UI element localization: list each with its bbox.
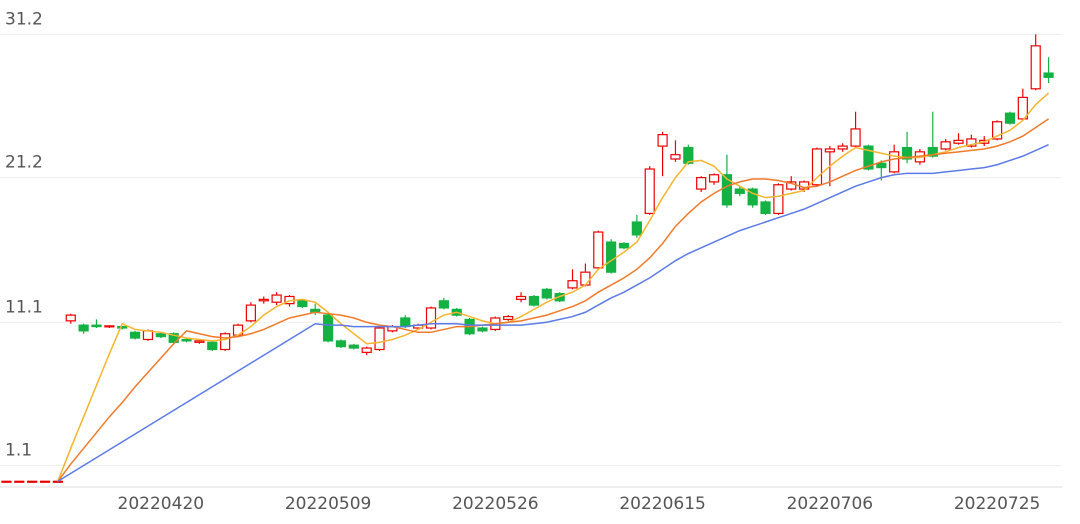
candle-body: [374, 327, 385, 351]
candle-body: [129, 331, 141, 339]
candle-body: [104, 325, 115, 328]
candle-body: [876, 162, 887, 169]
candle-body: [1017, 96, 1028, 120]
ma-line: [57, 92, 1050, 482]
candle-body: [567, 280, 578, 289]
candle-body: [528, 295, 540, 306]
candle-body: [142, 330, 154, 341]
candle-body: [953, 139, 964, 144]
candle-body: [181, 338, 192, 342]
candle-body: [438, 300, 449, 309]
candle-body: [503, 315, 514, 321]
candle-body: [708, 174, 720, 183]
y-tick-label: 31.2: [5, 9, 43, 29]
ma-line: [57, 118, 1049, 482]
candle-body: [580, 271, 591, 286]
candle-body: [400, 317, 411, 328]
candle-body: [657, 134, 668, 147]
x-tick-label: 20220725: [954, 494, 1041, 514]
candle-body: [850, 128, 861, 147]
candle-body: [78, 324, 89, 332]
candle-body: [901, 146, 913, 160]
candle-body: [271, 294, 282, 303]
candle-body: [734, 188, 745, 194]
ma-line: [57, 143, 1049, 482]
y-tick-label: 1.1: [5, 441, 32, 461]
candle-body: [117, 325, 128, 329]
candle-body: [194, 340, 205, 343]
candle-body: [1043, 72, 1054, 78]
candle-body: [477, 327, 488, 332]
candle-body: [155, 333, 166, 338]
candle-body: [811, 148, 823, 186]
candle-body: [515, 295, 527, 300]
candle-body: [297, 300, 308, 308]
candle-body: [258, 298, 269, 302]
candle-body: [245, 304, 256, 322]
candle-body: [824, 148, 835, 153]
candle-body: [773, 184, 784, 215]
candle-body: [863, 145, 874, 170]
candle-body: [606, 241, 617, 273]
candle-body: [425, 307, 437, 329]
candle-body: [207, 341, 218, 351]
candle-body: [91, 324, 102, 328]
candle-body: [541, 288, 552, 299]
candle-body: [348, 344, 359, 349]
candle-body: [27, 480, 38, 483]
y-tick-label: 11.1: [5, 297, 43, 317]
candle-body: [631, 221, 642, 236]
candle-body: [168, 333, 179, 343]
candle-body: [593, 231, 604, 269]
candle-body: [1030, 45, 1041, 90]
candle-body: [644, 168, 655, 215]
candle-body: [670, 154, 681, 160]
y-tick-label: 21.2: [5, 153, 43, 173]
candle-body: [940, 141, 951, 150]
candle-body: [837, 145, 848, 150]
candle-body: [220, 333, 231, 351]
x-tick-label: 20220526: [452, 494, 539, 514]
candle-body: [361, 347, 372, 353]
candle-body: [760, 201, 771, 215]
x-tick-label: 20220706: [787, 494, 874, 514]
candle-body: [52, 480, 63, 483]
candle-body: [322, 314, 334, 342]
candle-body: [889, 151, 900, 173]
candle-body: [39, 480, 51, 483]
candle-body: [1, 480, 12, 483]
x-tick-label: 20220509: [285, 494, 372, 514]
candle-body: [721, 174, 733, 206]
candle-body: [747, 188, 758, 206]
candle-body: [14, 480, 25, 483]
candle-body: [683, 146, 694, 164]
candle-body: [696, 177, 707, 190]
candle-body: [927, 146, 938, 157]
x-tick-label: 20220615: [619, 494, 706, 514]
candle-body: [65, 314, 76, 322]
candle-body: [618, 242, 630, 249]
candle-body: [1004, 112, 1016, 124]
candle-body: [966, 138, 977, 147]
x-tick-label: 20220420: [118, 494, 205, 514]
candle-body: [335, 340, 347, 348]
candle-body: [992, 121, 1003, 140]
